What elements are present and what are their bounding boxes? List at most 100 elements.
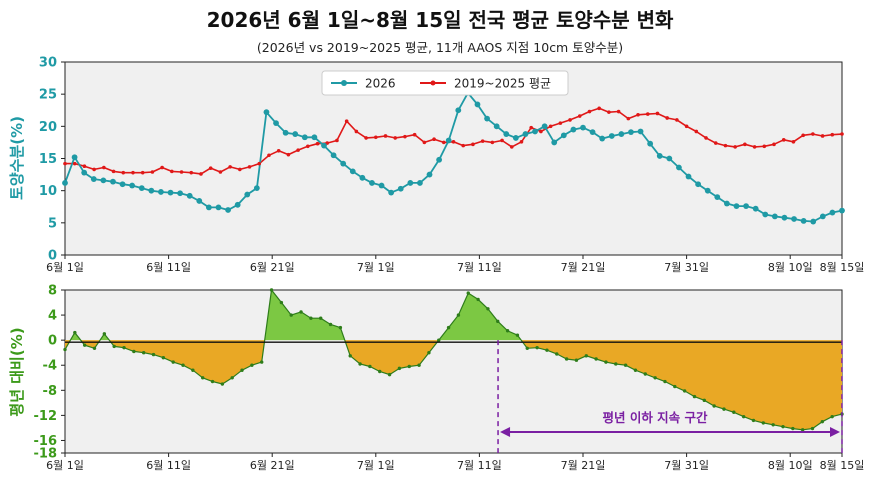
series-avg-point bbox=[480, 139, 485, 143]
deviation-point bbox=[614, 362, 618, 366]
series-2026-point bbox=[800, 218, 807, 224]
series-avg-point bbox=[199, 172, 203, 176]
deviation-point bbox=[663, 379, 667, 384]
series-avg-point bbox=[63, 161, 67, 166]
top-x-axis: 6월 1일 6월 11일 6월 21일 7월 1일 7월 11일 7월 21일 7월 31일… bbox=[46, 255, 864, 274]
series-avg-point bbox=[121, 170, 126, 175]
deviation-point bbox=[348, 354, 352, 358]
chart-title: 2026년 6월 1일~8월 15일 전국 평균 토양수분 변화 bbox=[206, 8, 674, 32]
deviation-points bbox=[63, 288, 844, 432]
series-avg-point bbox=[344, 119, 349, 123]
x-tick-label: 7월 21일 bbox=[561, 458, 606, 472]
deviation-point bbox=[309, 316, 313, 320]
series-avg-point bbox=[257, 161, 262, 166]
series-avg-point bbox=[383, 134, 388, 138]
deviation-point bbox=[240, 368, 244, 372]
deviation-point bbox=[437, 338, 441, 342]
deviation-point bbox=[358, 362, 362, 366]
annotation-arrow-left bbox=[500, 427, 511, 437]
series-avg-point bbox=[548, 124, 553, 129]
series-2026-point bbox=[225, 207, 231, 213]
deviation-point bbox=[466, 291, 470, 295]
deviation-point bbox=[771, 423, 775, 427]
series-2026-point bbox=[445, 137, 452, 144]
deviation-point bbox=[673, 384, 677, 389]
deviation-point bbox=[319, 316, 323, 320]
y-tick-label: 4 bbox=[48, 309, 57, 324]
y-tick-label: 10 bbox=[39, 184, 57, 199]
series-2026-point bbox=[138, 185, 145, 191]
series-2026-point bbox=[292, 131, 299, 137]
x-tick-label: 6월 1일 bbox=[46, 458, 84, 472]
series-avg-point bbox=[820, 134, 825, 138]
series-2026-point bbox=[436, 156, 443, 163]
y-tick-label: 0 bbox=[48, 249, 57, 264]
series-avg-point bbox=[704, 136, 708, 140]
deviation-point bbox=[181, 363, 185, 367]
series-2026-point bbox=[503, 131, 510, 137]
series-2026-point bbox=[397, 185, 404, 192]
deviation-point bbox=[692, 394, 697, 399]
y-tick-label: 25 bbox=[39, 88, 57, 103]
series-avg-point bbox=[432, 137, 436, 141]
series-avg-point bbox=[655, 111, 660, 116]
series-2026-point bbox=[110, 178, 116, 185]
series-2026-point bbox=[810, 218, 817, 225]
series-2026-point bbox=[301, 134, 308, 141]
deviation-point bbox=[191, 368, 195, 372]
deviation-point bbox=[161, 356, 166, 360]
series-avg-point bbox=[267, 153, 271, 158]
series-avg-point bbox=[150, 170, 155, 174]
deviation-point bbox=[643, 372, 647, 376]
series-2026-point bbox=[90, 176, 97, 182]
series-2026-point bbox=[388, 189, 395, 196]
series-2026-point bbox=[628, 129, 634, 136]
series-2026-point bbox=[196, 198, 203, 204]
series-2026-point bbox=[340, 160, 347, 167]
series-avg-point bbox=[364, 136, 368, 140]
series-2026-point bbox=[560, 132, 567, 139]
y-tick-label: -16 bbox=[34, 434, 58, 449]
series-2026-point bbox=[263, 109, 270, 116]
x-tick-label: 6월 21일 bbox=[250, 260, 295, 274]
series-avg-point bbox=[577, 114, 582, 118]
series-avg-point bbox=[587, 109, 592, 114]
series-2026-point bbox=[532, 128, 538, 135]
series-2026-point bbox=[647, 140, 654, 147]
series-avg-point bbox=[636, 112, 640, 117]
x-tick-label: 7월 11일 bbox=[457, 260, 502, 274]
series-avg-point bbox=[781, 138, 786, 142]
series-2026-point bbox=[253, 185, 260, 191]
series-2026-point bbox=[637, 128, 644, 135]
deviation-point bbox=[486, 307, 490, 311]
series-avg-point bbox=[92, 167, 96, 172]
y-tick-label: -4 bbox=[43, 359, 57, 374]
deviation-point bbox=[417, 363, 421, 367]
deviation-point bbox=[102, 332, 107, 336]
series-2026-point bbox=[100, 177, 107, 184]
series-2026-point bbox=[752, 205, 759, 212]
deviation-point bbox=[535, 345, 539, 350]
series-avg-point bbox=[296, 148, 300, 152]
series-avg-point bbox=[801, 133, 805, 138]
deviation-point bbox=[633, 368, 638, 372]
series-avg-point bbox=[82, 164, 87, 169]
series-avg-point bbox=[315, 141, 320, 146]
series-2026-point bbox=[129, 182, 136, 189]
above-normal-area bbox=[264, 290, 345, 341]
deviation-point bbox=[751, 418, 756, 423]
series-avg-point bbox=[451, 139, 456, 144]
series-2026-point bbox=[743, 203, 749, 210]
below-normal-area bbox=[109, 340, 265, 384]
series-2026-point bbox=[695, 181, 702, 188]
series-2026-point bbox=[685, 173, 692, 180]
series-avg-point bbox=[752, 145, 757, 149]
series-avg-point bbox=[189, 170, 194, 175]
series-2026-point bbox=[656, 153, 663, 159]
series-avg-point bbox=[568, 118, 572, 122]
series-2026-point bbox=[244, 191, 251, 198]
deviation-point bbox=[732, 410, 736, 414]
series-avg-point bbox=[713, 141, 718, 145]
y-tick-label: 8 bbox=[48, 284, 57, 299]
deviation-point bbox=[427, 350, 431, 355]
